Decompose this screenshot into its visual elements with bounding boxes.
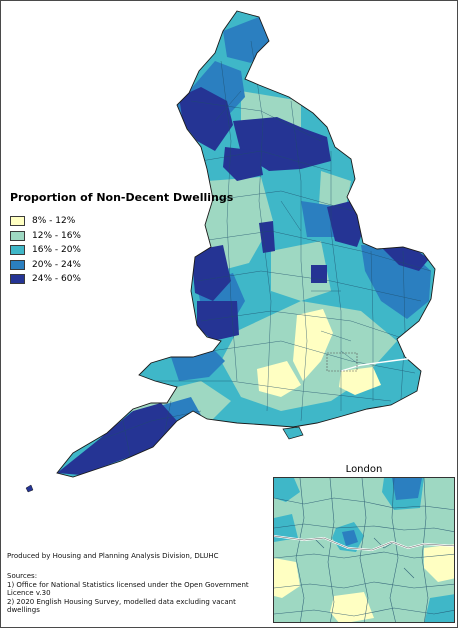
legend-label: 12% - 16%: [32, 230, 81, 241]
legend-label: 24% - 60%: [32, 274, 81, 285]
london-borough-central-west: [342, 530, 358, 546]
london-borough-hillingdon: [274, 514, 298, 542]
london-inset-title: London: [345, 464, 383, 475]
london-inset-svg: [274, 478, 454, 622]
legend-title: Proportion of Non-Decent Dwellings: [10, 191, 234, 204]
region-welsh-border: [197, 301, 239, 341]
london-borough-ne: [422, 478, 454, 514]
london-borough-boundaries: [274, 478, 454, 622]
legend-swatch: [10, 274, 25, 285]
region-cumbria: [179, 87, 233, 151]
legend-swatch: [10, 230, 25, 241]
source-line-2: 2) 2020 English Housing Survey, modelled…: [7, 597, 236, 615]
region-east-riding: [319, 171, 351, 211]
region-shropshire: [191, 245, 231, 301]
legend-swatch: [10, 245, 25, 256]
legend-item: 16% - 20%: [10, 243, 210, 258]
credit-text: Produced by Housing and Planning Analysi…: [7, 552, 219, 560]
england-outline: [56, 10, 436, 478]
sources-heading: Sources:: [7, 572, 38, 580]
legend-item: 24% - 60%: [10, 272, 210, 287]
legend: Proportion of Non-Decent Dwellings 8% - …: [10, 191, 234, 287]
district-boundaries: [96, 40, 432, 462]
london-borough-sw: [274, 558, 300, 598]
isles-of-scilly: [25, 484, 34, 493]
isle-of-wight: [282, 426, 304, 440]
legend-item: 12% - 16%: [10, 229, 210, 244]
legend-swatch: [10, 259, 25, 270]
legend-label: 20% - 24%: [32, 259, 81, 270]
thames-river: [340, 356, 422, 372]
london-area-marker: [326, 352, 358, 372]
region-lincolnshire: [327, 201, 363, 247]
london-borough-se: [424, 544, 454, 582]
london-inset-map: [273, 477, 455, 623]
region-cornwall: [57, 403, 177, 475]
london-borough-nw: [274, 478, 300, 502]
legend-item: 8% - 12%: [10, 214, 210, 229]
region-surrey: [339, 367, 381, 395]
london-borough-bromley: [424, 594, 454, 622]
london-borough-enfield: [392, 478, 422, 500]
region-east-midlands: [271, 241, 331, 301]
london-thames-outline: [274, 535, 454, 551]
sources-block: Sources: 1) Office for National Statisti…: [7, 572, 269, 615]
region-northumberland: [223, 17, 269, 63]
source-line-1: 1) Office for National Statistics licens…: [7, 580, 249, 598]
region-derby: [259, 221, 275, 253]
legend-label: 8% - 12%: [32, 216, 76, 227]
region-oxfordshire-bucks: [293, 309, 333, 381]
legend-label: 16% - 20%: [32, 245, 81, 256]
legend-item: 20% - 24%: [10, 258, 210, 273]
legend-swatch: [10, 216, 25, 227]
